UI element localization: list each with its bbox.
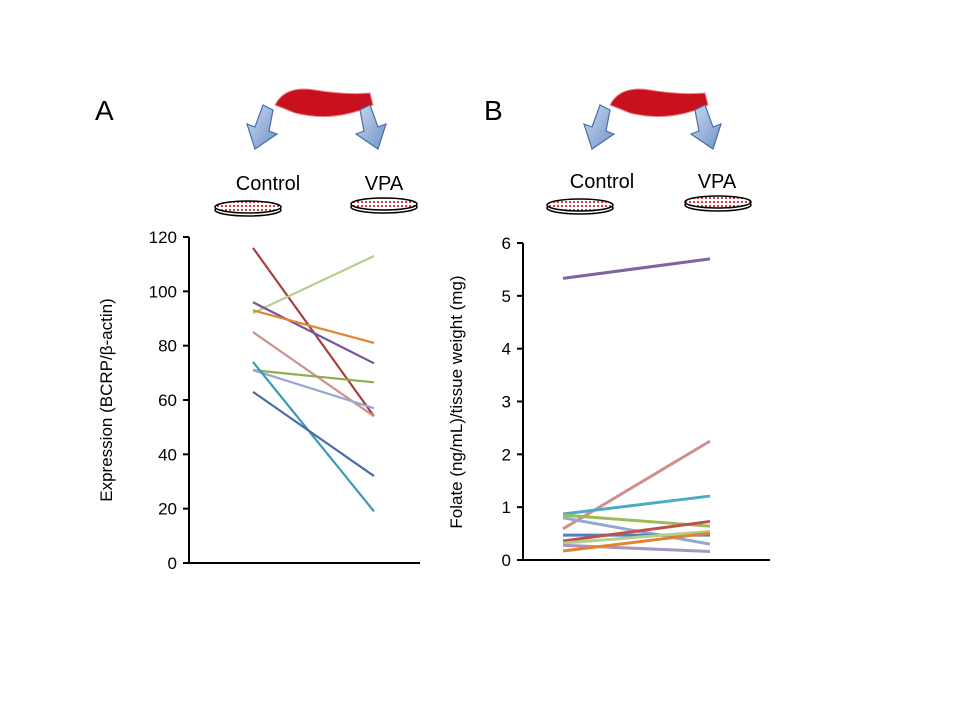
panel-label: A xyxy=(95,95,114,126)
panel-b: B Control VPA 0 1 2 3 4 5 6 Folate (ng/mL)/tissue … xyxy=(447,88,770,570)
series-line-s3 xyxy=(562,494,711,516)
petri-dish-icon xyxy=(214,200,282,214)
arrow-icon xyxy=(354,104,387,150)
series-line-s8 xyxy=(562,529,711,545)
series-line-s9 xyxy=(252,390,375,477)
petri-dish-icon xyxy=(350,197,418,211)
y-tick-label: 100 xyxy=(149,282,177,301)
series-line-s7 xyxy=(252,369,375,410)
y-tick-label: 4 xyxy=(502,340,511,359)
petri-dish-icon xyxy=(546,198,614,212)
y-tick-label: 3 xyxy=(502,393,511,412)
arrow-icon xyxy=(689,104,722,150)
y-tick-label: 40 xyxy=(158,445,177,464)
petri-dish-icon xyxy=(684,195,752,209)
y-tick-label: 5 xyxy=(502,287,511,306)
series-line-s8 xyxy=(252,361,375,513)
y-tick-label: 80 xyxy=(158,337,177,356)
y-tick-label: 20 xyxy=(158,500,177,519)
series-line-s1 xyxy=(562,257,711,280)
category-label-control: Control xyxy=(236,173,300,195)
y-tick-label: 60 xyxy=(158,391,177,410)
series-line-s6 xyxy=(252,369,375,384)
category-label-control: Control xyxy=(570,171,634,193)
y-axis-label: Expression (BCRP/β-actin) xyxy=(97,298,116,501)
y-tick-label: 2 xyxy=(502,445,511,464)
series-line-s7 xyxy=(562,519,711,543)
series-line-s2 xyxy=(252,255,375,315)
y-tick-label: 0 xyxy=(502,551,511,570)
series-line-s4 xyxy=(252,309,375,345)
arrow-icon xyxy=(246,104,279,150)
panel-label: B xyxy=(484,95,503,126)
tissue-illustration xyxy=(609,88,709,118)
y-axis-label: Folate (ng/mL)/tissue weight (mg) xyxy=(447,275,466,528)
category-label-vpa: VPA xyxy=(365,173,404,195)
y-tick-label: 120 xyxy=(149,228,177,247)
arrow-icon xyxy=(583,104,616,150)
series-line-s3 xyxy=(252,301,375,365)
tissue-illustration xyxy=(274,88,374,118)
series-line-s10 xyxy=(562,531,711,553)
series-line-s9 xyxy=(562,543,711,554)
category-label-vpa: VPA xyxy=(698,171,737,193)
series-line-s2 xyxy=(562,439,711,531)
y-tick-label: 1 xyxy=(502,498,511,517)
y-tick-label: 0 xyxy=(168,554,177,573)
y-tick-label: 6 xyxy=(502,234,511,253)
panel-a: A Control VPA 0 20 40 60 80 100 120 Expression (BC… xyxy=(95,88,420,573)
